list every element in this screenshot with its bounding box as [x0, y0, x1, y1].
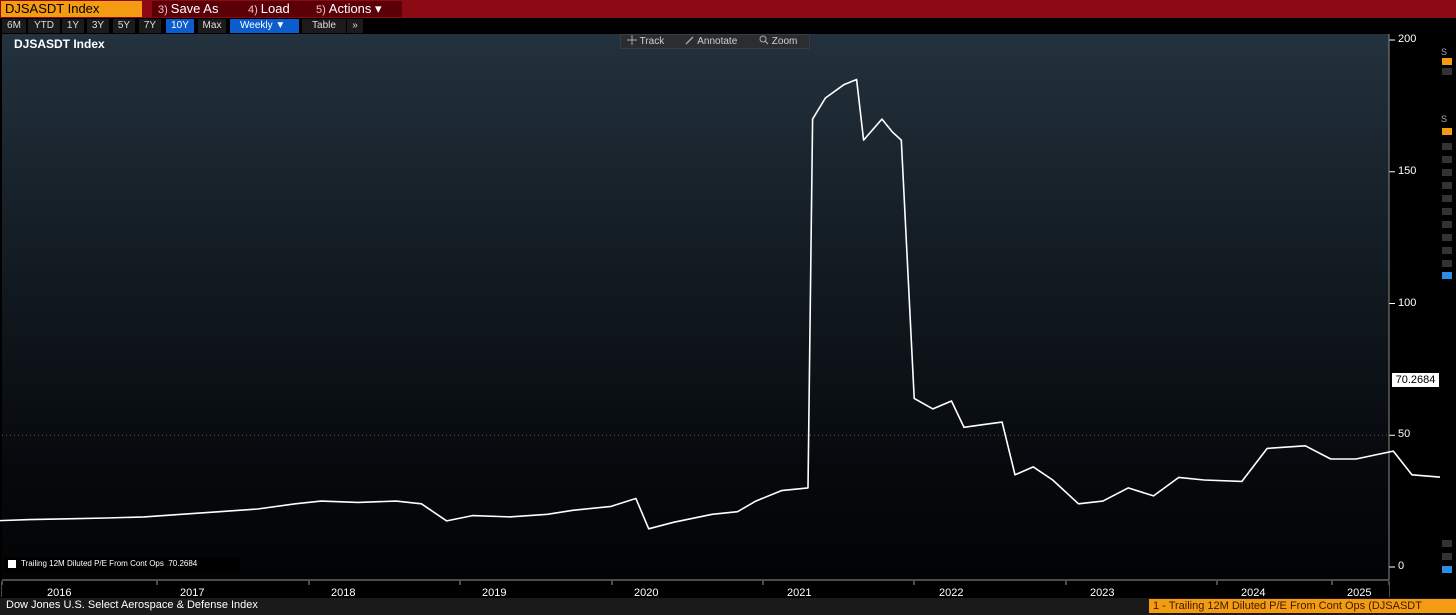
- legend-swatch: [8, 560, 16, 568]
- x-tick-label: 2023: [1090, 587, 1115, 599]
- actions-menu-button[interactable]: 5) Actions ▾: [310, 1, 402, 17]
- x-axis: [2, 585, 1389, 598]
- x-tick-label: 2022: [939, 587, 964, 599]
- checkbox-checked-icon[interactable]: [1442, 272, 1452, 279]
- chart-title: DJSASDT Index: [14, 37, 105, 51]
- table-button[interactable]: Table: [302, 19, 346, 33]
- legend[interactable]: Trailing 12M Diluted P/E From Cont Ops 7…: [4, 557, 240, 571]
- series-toggle[interactable]: [1442, 553, 1452, 560]
- top-toolbar: DJSASDT Index 3) Save As 4) Load 5) Actions…: [0, 0, 1456, 18]
- index-description: Dow Jones U.S. Select Aerospace & Defens…: [6, 599, 258, 611]
- series-toggle-orange[interactable]: [1442, 128, 1452, 135]
- save-as-label: Save As: [170, 1, 219, 16]
- range-1y-button[interactable]: 1Y: [62, 19, 84, 33]
- x-tick-label: 2021: [787, 587, 812, 599]
- range-5y-button[interactable]: 5Y: [113, 19, 135, 33]
- series-toggle[interactable]: [1442, 169, 1452, 176]
- series-toggle-blue[interactable]: [1442, 566, 1452, 573]
- series-toggle[interactable]: [1442, 260, 1452, 267]
- x-tick-label: 2020: [634, 587, 659, 599]
- y-tick-label: 50: [1398, 428, 1411, 441]
- save-as-button[interactable]: 3) Save As: [152, 1, 242, 17]
- series-toggle[interactable]: [1442, 234, 1452, 241]
- save-as-shortcut: 3): [158, 4, 168, 16]
- series-toggle[interactable]: [1442, 143, 1452, 150]
- magnifier-icon: [759, 35, 769, 45]
- load-button[interactable]: 4) Load: [242, 1, 310, 17]
- x-tick-label: 2025: [1347, 587, 1372, 599]
- x-tick-label: 2018: [331, 587, 356, 599]
- legend-series-name: Trailing 12M Diluted P/E From Cont Ops: [21, 559, 164, 568]
- range-ytd-button[interactable]: YTD: [28, 19, 60, 33]
- pencil-icon: [685, 36, 694, 45]
- sidebar-label: S: [1441, 114, 1448, 124]
- frequency-dropdown[interactable]: Weekly ▼: [230, 19, 299, 33]
- range-6m-button[interactable]: 6M: [2, 19, 26, 33]
- x-tick-label: 2017: [180, 587, 205, 599]
- annotate-label: Annotate: [697, 36, 738, 47]
- y-tick-label: 200: [1398, 33, 1417, 45]
- range-max-button[interactable]: Max: [198, 19, 226, 33]
- x-tick-label: 2019: [482, 587, 507, 599]
- series-line: [0, 78, 1456, 530]
- status-bar: [0, 598, 1456, 615]
- series-toggle[interactable]: [1442, 182, 1452, 189]
- chart-tools: Track Annotate Zoom: [620, 34, 810, 49]
- x-tick-label: 2024: [1241, 587, 1266, 599]
- legend-entry: Trailing 12M Diluted P/E From Cont Ops 7…: [21, 557, 197, 571]
- series-toggle[interactable]: [1442, 247, 1452, 254]
- chart-panel: [2, 34, 1389, 579]
- range-10y-button[interactable]: 10Y: [166, 19, 194, 33]
- series-toggle[interactable]: [1442, 208, 1452, 215]
- series-toggle[interactable]: [1442, 68, 1452, 75]
- track-tool-button[interactable]: Track: [627, 35, 664, 48]
- range-7y-button[interactable]: 7Y: [139, 19, 161, 33]
- annotate-tool-button[interactable]: Annotate: [685, 35, 737, 48]
- legend-series-value: 70.2684: [168, 559, 198, 568]
- load-label: Load: [260, 1, 290, 16]
- sidebar-label: S: [1441, 47, 1448, 57]
- zoom-label: Zoom: [771, 36, 798, 47]
- y-tick-label: 100: [1398, 296, 1417, 309]
- series-description[interactable]: 1 - Trailing 12M Diluted P/E From Cont O…: [1149, 599, 1456, 613]
- last-value-label: 70.2684: [1392, 373, 1439, 387]
- series-toggle[interactable]: [1442, 156, 1452, 163]
- series-toggle-orange[interactable]: [1442, 58, 1452, 65]
- actions-shortcut: 5): [316, 4, 326, 16]
- x-tick-label: 2016: [47, 587, 72, 599]
- crosshair-icon: [627, 35, 637, 45]
- series-toggle[interactable]: [1442, 195, 1452, 202]
- load-shortcut: 4): [248, 4, 258, 16]
- ticker-field[interactable]: DJSASDT Index: [1, 1, 142, 17]
- series-toggle[interactable]: [1442, 540, 1452, 547]
- zoom-tool-button[interactable]: Zoom: [759, 35, 797, 48]
- series-toggle[interactable]: [1442, 221, 1452, 228]
- range-bar: 6M YTD 1Y 3Y 5Y 7Y 10Y Max Weekly ▼ Tabl…: [0, 18, 1456, 34]
- y-tick-label: 0: [1398, 560, 1405, 572]
- range-3y-button[interactable]: 3Y: [87, 19, 109, 33]
- more-button[interactable]: »: [347, 19, 363, 33]
- track-label: Track: [639, 36, 665, 47]
- y-tick-label: 150: [1398, 164, 1417, 177]
- actions-label: Actions ▾: [328, 1, 382, 16]
